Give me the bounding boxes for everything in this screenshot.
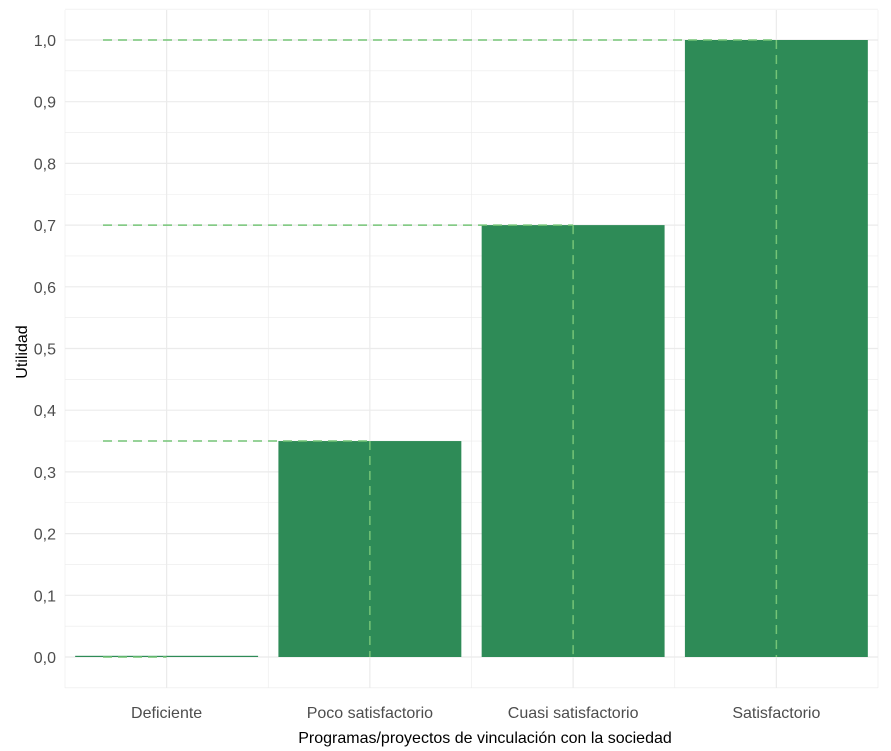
tick-labels: 0,0 0,1 0,2 0,3 0,4 0,5 0,6 0,7 0,8 0,9 1,0 Deficie…: [34, 33, 821, 722]
y-tick-label: 0,3: [34, 465, 56, 482]
y-tick-label: 0,8: [34, 156, 56, 173]
x-tick-label: Satisfactorio: [732, 705, 820, 722]
y-tick-label: 0,7: [34, 218, 56, 235]
y-tick-label: 0,2: [34, 527, 56, 544]
reference-lines: [103, 39, 778, 658]
x-tick-label: Deficiente: [131, 705, 202, 722]
x-tick-label: Poco satisfactorio: [307, 705, 433, 722]
x-tick-label: Cuasi satisfactorio: [508, 705, 639, 722]
y-tick-label: 0,0: [34, 650, 56, 667]
y-axis-title: Utilidad: [14, 325, 31, 378]
y-tick-label: 1,0: [34, 33, 56, 50]
y-tick-label: 0,9: [34, 95, 56, 112]
y-tick-label: 0,1: [34, 588, 56, 605]
x-axis-title: Programas/proyectos de vinculación con l…: [298, 730, 672, 747]
y-tick-label: 0,5: [34, 342, 56, 359]
y-tick-label: 0,4: [34, 403, 56, 420]
y-tick-label: 0,6: [34, 280, 56, 297]
